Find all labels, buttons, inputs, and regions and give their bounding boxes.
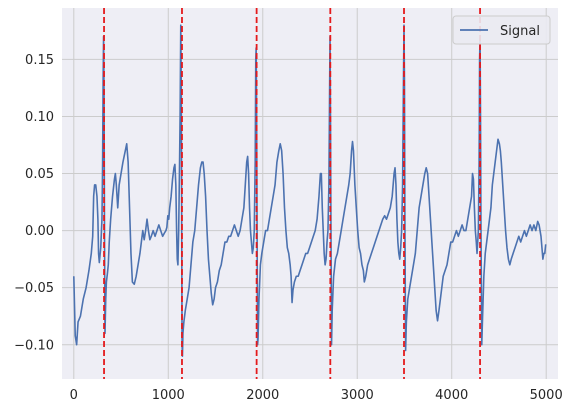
y-tick-label: −0.05 bbox=[14, 281, 54, 296]
x-tick-label: 5000 bbox=[530, 388, 563, 403]
x-tick-label: 0 bbox=[70, 388, 78, 403]
y-tick-label: −0.10 bbox=[14, 338, 54, 353]
y-tick-label: 0.15 bbox=[25, 53, 54, 68]
x-tick-label: 1000 bbox=[152, 388, 185, 403]
y-axis-ticks: −0.10 −0.05 0.00 0.05 0.10 0.15 bbox=[14, 53, 54, 353]
legend-box bbox=[452, 15, 551, 45]
y-tick-label: 0.05 bbox=[25, 167, 54, 182]
y-tick-label: 0.10 bbox=[25, 110, 54, 125]
x-tick-label: 4000 bbox=[435, 388, 468, 403]
y-tick-label: 0.00 bbox=[25, 224, 54, 239]
legend-signal-label: Signal bbox=[500, 24, 540, 39]
x-axis-ticks: 0 1000 2000 3000 4000 5000 bbox=[70, 388, 563, 403]
grid bbox=[62, 8, 558, 379]
x-tick-label: 3000 bbox=[341, 388, 374, 403]
plot-background bbox=[62, 8, 558, 379]
legend: Signal bbox=[452, 15, 551, 45]
event-markers bbox=[103, 8, 481, 379]
signal-series-line bbox=[73, 24, 547, 357]
x-tick-label: 2000 bbox=[246, 388, 279, 403]
